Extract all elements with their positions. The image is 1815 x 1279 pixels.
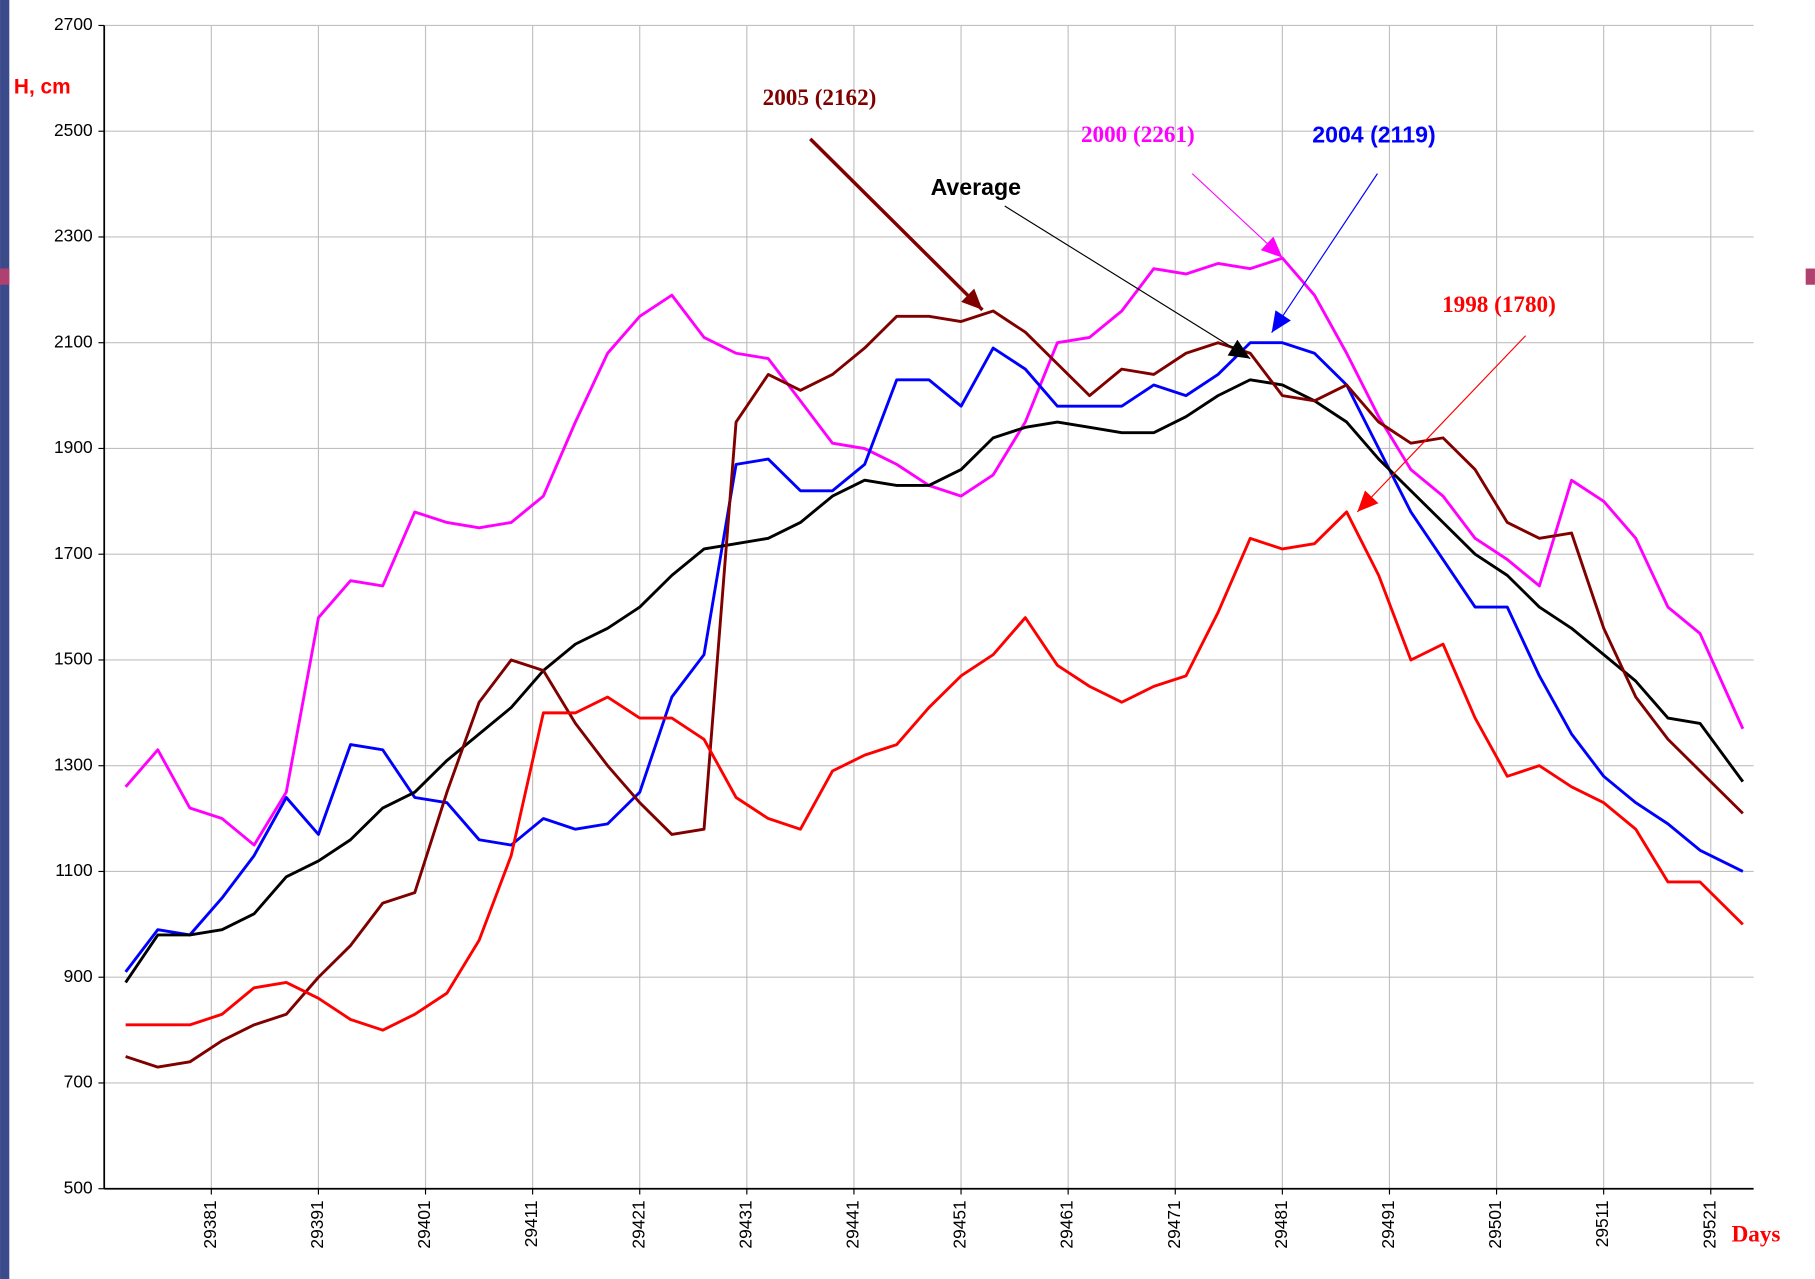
x-tick-label: 29411 <box>521 1200 541 1247</box>
x-tick-label: 29481 <box>1271 1200 1291 1248</box>
left-edge-accent <box>0 268 10 285</box>
y-tick-label: 900 <box>64 966 93 986</box>
x-tick-label: 29471 <box>1164 1200 1184 1248</box>
annotation-line <box>1356 335 1527 513</box>
x-tick-label: 29441 <box>843 1200 863 1248</box>
y-tick-label: 1300 <box>54 754 93 774</box>
x-tick-label: 29431 <box>735 1200 755 1248</box>
x-tick-label: 29381 <box>200 1200 220 1248</box>
annotation-line <box>1271 173 1378 333</box>
y-tick-label: 2300 <box>54 226 93 246</box>
right-edge-accent <box>1805 268 1815 285</box>
series-line <box>124 378 1745 984</box>
x-tick-label: 29491 <box>1378 1200 1398 1248</box>
y-tick-label: 1900 <box>54 437 93 457</box>
y-tick-label: 1500 <box>54 649 93 669</box>
annotation-line <box>809 137 984 312</box>
series-line <box>125 510 1744 1032</box>
annotation-arrowhead <box>1357 490 1379 512</box>
annotation-arrowhead <box>1260 236 1283 258</box>
y-tick-label: 1700 <box>54 543 93 563</box>
x-tick-label: 29521 <box>1699 1200 1719 1248</box>
annotation-arrowhead <box>1271 310 1291 333</box>
series-line <box>124 341 1744 973</box>
y-tick-label: 1100 <box>55 860 92 880</box>
y-tick-label: 700 <box>64 1072 93 1092</box>
y-tick-label: 500 <box>64 1177 93 1197</box>
y-axis-label: H, cm <box>14 75 71 98</box>
x-tick-label: 29461 <box>1057 1200 1077 1248</box>
x-tick-label: 29421 <box>628 1200 648 1248</box>
y-tick-label: 2500 <box>54 120 93 140</box>
annotation-arrowhead <box>961 288 983 310</box>
x-tick-label: 29391 <box>307 1200 327 1248</box>
series-line <box>125 309 1744 1069</box>
x-tick-label: 29501 <box>1485 1200 1505 1248</box>
annotation-label: 2004 (2119) <box>1312 122 1435 148</box>
annotation-label: 2005 (2162) <box>763 85 877 111</box>
x-tick-label: 29401 <box>414 1200 434 1248</box>
y-tick-label: 2700 <box>54 14 93 34</box>
annotation-label: 1998 (1780) <box>1442 292 1556 318</box>
x-axis-label: Days <box>1732 1221 1781 1247</box>
x-tick-label: 29451 <box>950 1200 970 1248</box>
annotation-line <box>1004 205 1251 360</box>
left-edge <box>0 0 10 1279</box>
annotation-label: 2000 (2261) <box>1081 122 1195 148</box>
x-tick-label: 29511 <box>1592 1200 1612 1247</box>
annotation-arrowhead <box>1227 339 1251 359</box>
annotation-label: Average <box>931 174 1022 200</box>
y-tick-label: 2100 <box>54 331 93 351</box>
